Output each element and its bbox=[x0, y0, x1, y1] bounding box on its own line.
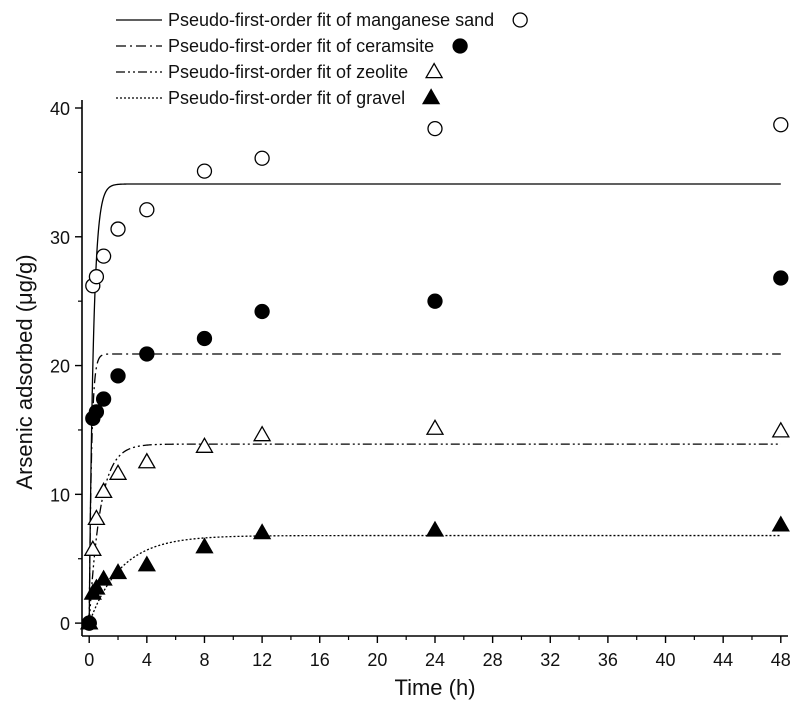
data-point-manganese-sand bbox=[88, 269, 105, 285]
y-tick-label: 20 bbox=[50, 357, 70, 377]
data-point-manganese-sand bbox=[427, 120, 443, 137]
data-point-manganese-sand bbox=[95, 248, 112, 264]
fit-line-manganese-sand bbox=[88, 183, 781, 624]
data-point-ceramsite bbox=[139, 346, 155, 362]
data-point-ceramsite bbox=[254, 303, 270, 320]
data-point-zeolite bbox=[83, 540, 102, 556]
data-point-manganese-sand bbox=[773, 117, 789, 133]
data-point-gravel bbox=[80, 613, 99, 630]
data-point-ceramsite bbox=[196, 330, 213, 347]
x-tick-label: 4 bbox=[142, 650, 152, 670]
x-tick-label: 36 bbox=[598, 650, 618, 670]
data-point-manganese-sand bbox=[254, 150, 270, 166]
legend-label: Pseudo-first-order fit of ceramsite bbox=[168, 36, 434, 56]
data-point-zeolite bbox=[108, 464, 128, 480]
y-tick-label: 0 bbox=[60, 614, 70, 634]
x-tick-label: 0 bbox=[84, 650, 94, 670]
data-point-gravel bbox=[94, 569, 113, 586]
legend-label: Pseudo-first-order fit of gravel bbox=[168, 88, 405, 108]
x-tick-label: 12 bbox=[252, 650, 272, 670]
legend-entry-manganese-sand: Pseudo-first-order fit of manganese sand bbox=[116, 10, 528, 30]
legend-entry-gravel: Pseudo-first-order fit of gravel bbox=[116, 88, 441, 108]
data-point-zeolite bbox=[137, 452, 156, 469]
series-gravel bbox=[80, 515, 790, 630]
data-point-manganese-sand bbox=[139, 202, 155, 218]
x-tick-label: 48 bbox=[771, 650, 791, 670]
fit-line-gravel bbox=[88, 534, 781, 624]
x-tick-label: 40 bbox=[656, 650, 676, 670]
legend-marker bbox=[421, 88, 441, 105]
data-point-zeolite bbox=[252, 425, 272, 442]
legend-label: Pseudo-first-order fit of zeolite bbox=[168, 62, 408, 82]
data-point-manganese-sand bbox=[196, 163, 213, 179]
y-axis-label: Arsenic adsorbed (μg/g) bbox=[12, 254, 37, 489]
data-point-gravel bbox=[252, 523, 272, 540]
y-tick-label: 10 bbox=[50, 485, 70, 505]
data-point-zeolite bbox=[771, 421, 790, 438]
legend-marker bbox=[452, 38, 468, 54]
data-point-gravel bbox=[425, 520, 445, 537]
data-point-ceramsite bbox=[427, 293, 443, 309]
data-point-gravel bbox=[87, 578, 106, 595]
y-tick-label: 30 bbox=[50, 228, 70, 248]
data-point-zeolite bbox=[195, 436, 214, 453]
legend-marker bbox=[512, 12, 528, 28]
y-tick-label: 40 bbox=[50, 99, 70, 119]
x-tick-label: 8 bbox=[199, 650, 209, 670]
series-ceramsite bbox=[81, 270, 789, 631]
data-point-zeolite bbox=[87, 509, 106, 526]
data-point-manganese-sand bbox=[110, 221, 126, 237]
x-tick-label: 20 bbox=[367, 650, 387, 670]
data-point-gravel bbox=[771, 515, 790, 532]
series-manganese-sand bbox=[81, 117, 789, 631]
legend: Pseudo-first-order fit of manganese sand… bbox=[116, 10, 528, 108]
legend-entry-ceramsite: Pseudo-first-order fit of ceramsite bbox=[116, 36, 468, 56]
fit-line-zeolite bbox=[88, 443, 781, 624]
legend-label: Pseudo-first-order fit of manganese sand bbox=[168, 10, 494, 30]
x-tick-label: 44 bbox=[713, 650, 733, 670]
x-tick-label: 28 bbox=[483, 650, 503, 670]
data-point-zeolite bbox=[425, 418, 445, 435]
x-tick-label: 24 bbox=[425, 650, 445, 670]
data-point-ceramsite bbox=[95, 391, 112, 407]
legend-marker bbox=[424, 62, 444, 79]
data-point-gravel bbox=[195, 537, 214, 554]
legend-entry-zeolite: Pseudo-first-order fit of zeolite bbox=[116, 62, 444, 82]
data-point-gravel bbox=[137, 555, 156, 572]
x-tick-label: 32 bbox=[540, 650, 560, 670]
plot-area bbox=[80, 117, 790, 631]
data-point-ceramsite bbox=[773, 270, 789, 286]
data-point-gravel bbox=[108, 563, 128, 580]
data-point-ceramsite bbox=[88, 404, 105, 420]
x-tick-label: 16 bbox=[310, 650, 330, 670]
data-point-zeolite bbox=[94, 482, 113, 499]
x-axis-label: Time (h) bbox=[394, 675, 475, 700]
data-point-ceramsite bbox=[110, 368, 126, 384]
fit-line-ceramsite bbox=[88, 353, 781, 624]
